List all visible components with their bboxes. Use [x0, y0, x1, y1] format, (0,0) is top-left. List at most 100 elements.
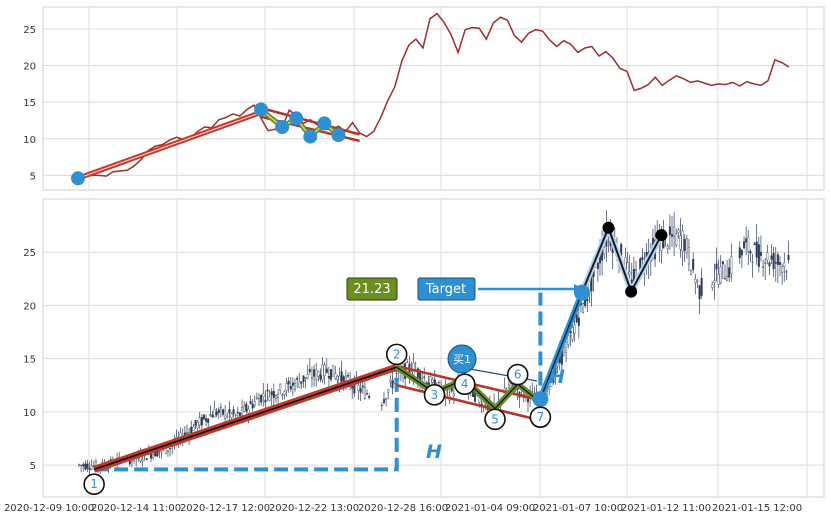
candle-body [675, 233, 678, 246]
candle-body [628, 271, 631, 275]
candle-body [215, 411, 218, 416]
candle-body [687, 246, 690, 265]
candle-body [291, 382, 294, 386]
top-y-tick-label: 10 [23, 135, 36, 146]
candle-body [751, 261, 754, 263]
candle-body [86, 463, 89, 469]
bottom-x-tick-label: 2021-01-15 12:00 [712, 503, 802, 514]
candle-body [88, 468, 91, 470]
candle-body [385, 398, 388, 400]
upper-zigzag [581, 224, 663, 295]
candle-body [272, 391, 275, 398]
candle-body [596, 262, 599, 269]
top-y-tick-label: 15 [23, 98, 36, 109]
candle-body [334, 373, 337, 379]
candle-body [336, 375, 339, 380]
bottom-x-tick-label: 2021-01-04 09:00 [445, 503, 535, 514]
candle-body [274, 395, 277, 399]
candle-body [266, 389, 269, 392]
candle-body [222, 409, 225, 415]
top-price-line-path [77, 12, 790, 180]
candle-body [247, 408, 250, 414]
candle-body [692, 258, 695, 270]
candle-body [681, 230, 684, 252]
candle-body [325, 368, 328, 373]
candle-body [719, 266, 722, 283]
candle-body [277, 394, 280, 398]
breakout-start-marker [532, 391, 549, 408]
candle-body [603, 247, 606, 255]
candle-body [380, 405, 383, 407]
candle-body [416, 368, 419, 378]
candle-body [772, 252, 775, 270]
candle-body [359, 388, 362, 393]
bottom-panel-frame [42, 198, 825, 498]
swing-point-marker [602, 221, 615, 234]
candle-body [198, 417, 201, 426]
top-pattern-marker [275, 120, 290, 135]
candle-body [150, 453, 153, 459]
top-pattern-marker [303, 129, 318, 144]
candle-body [764, 262, 767, 264]
candle-body [245, 403, 248, 412]
candle-body [762, 266, 765, 268]
candle-body [668, 226, 671, 236]
candle-body [586, 298, 589, 301]
top-pattern-marker [331, 128, 346, 143]
candle-body [219, 407, 222, 409]
candle-body [363, 387, 366, 399]
candle-body [391, 380, 394, 389]
swing-point-marker [655, 229, 668, 242]
candle-body [635, 269, 638, 272]
candle-body [677, 229, 680, 234]
candle-body [351, 386, 354, 389]
candle-body [289, 385, 292, 390]
candle-body [753, 243, 756, 246]
candle-body [258, 398, 261, 406]
candle-body [774, 261, 777, 264]
bottom-y-tick-labels: 5 10 15 20 25 [23, 248, 36, 472]
candle-body [234, 414, 237, 416]
candle-body [232, 409, 235, 415]
candle-body [431, 379, 434, 383]
candle-body [571, 327, 574, 340]
candle-body [747, 236, 750, 252]
candle-body [317, 371, 320, 377]
top-trend-segment-core [77, 111, 262, 179]
candle-body [308, 369, 311, 373]
candle-body [200, 417, 203, 426]
candle-body [283, 391, 286, 395]
top-pattern-marker [289, 111, 304, 126]
candle-body [366, 393, 369, 395]
candle-body [745, 238, 748, 243]
candle-body [700, 277, 703, 296]
candle-body [779, 262, 782, 265]
candle-body [205, 418, 208, 422]
candle-body [361, 385, 364, 388]
candle-body [262, 393, 265, 398]
candle-body [255, 397, 258, 400]
candle-body [82, 464, 85, 467]
top-price-line [77, 12, 790, 180]
candle-body [577, 317, 580, 326]
candle-body [781, 266, 784, 273]
bottom-x-tick-label: 2020-12-09 10:00 [4, 503, 94, 514]
candle-body [743, 241, 746, 249]
candle-body [145, 458, 148, 461]
candle-body [671, 234, 674, 237]
candle-body [740, 250, 743, 256]
candle-body [711, 284, 714, 288]
target-box-text: Target [425, 282, 466, 297]
candle-body [319, 374, 322, 380]
bottom-x-tick-label: 2020-12-28 16:00 [358, 503, 448, 514]
candle-body [80, 464, 83, 466]
candle-body [423, 376, 426, 378]
height-label-small: H [549, 366, 565, 388]
candle-body [548, 386, 551, 390]
candle-body [285, 383, 288, 391]
candle-body [169, 448, 172, 450]
bottom-y-tick-label: 20 [23, 301, 36, 312]
top-pattern-marker [317, 116, 332, 131]
candle-body [406, 361, 409, 363]
